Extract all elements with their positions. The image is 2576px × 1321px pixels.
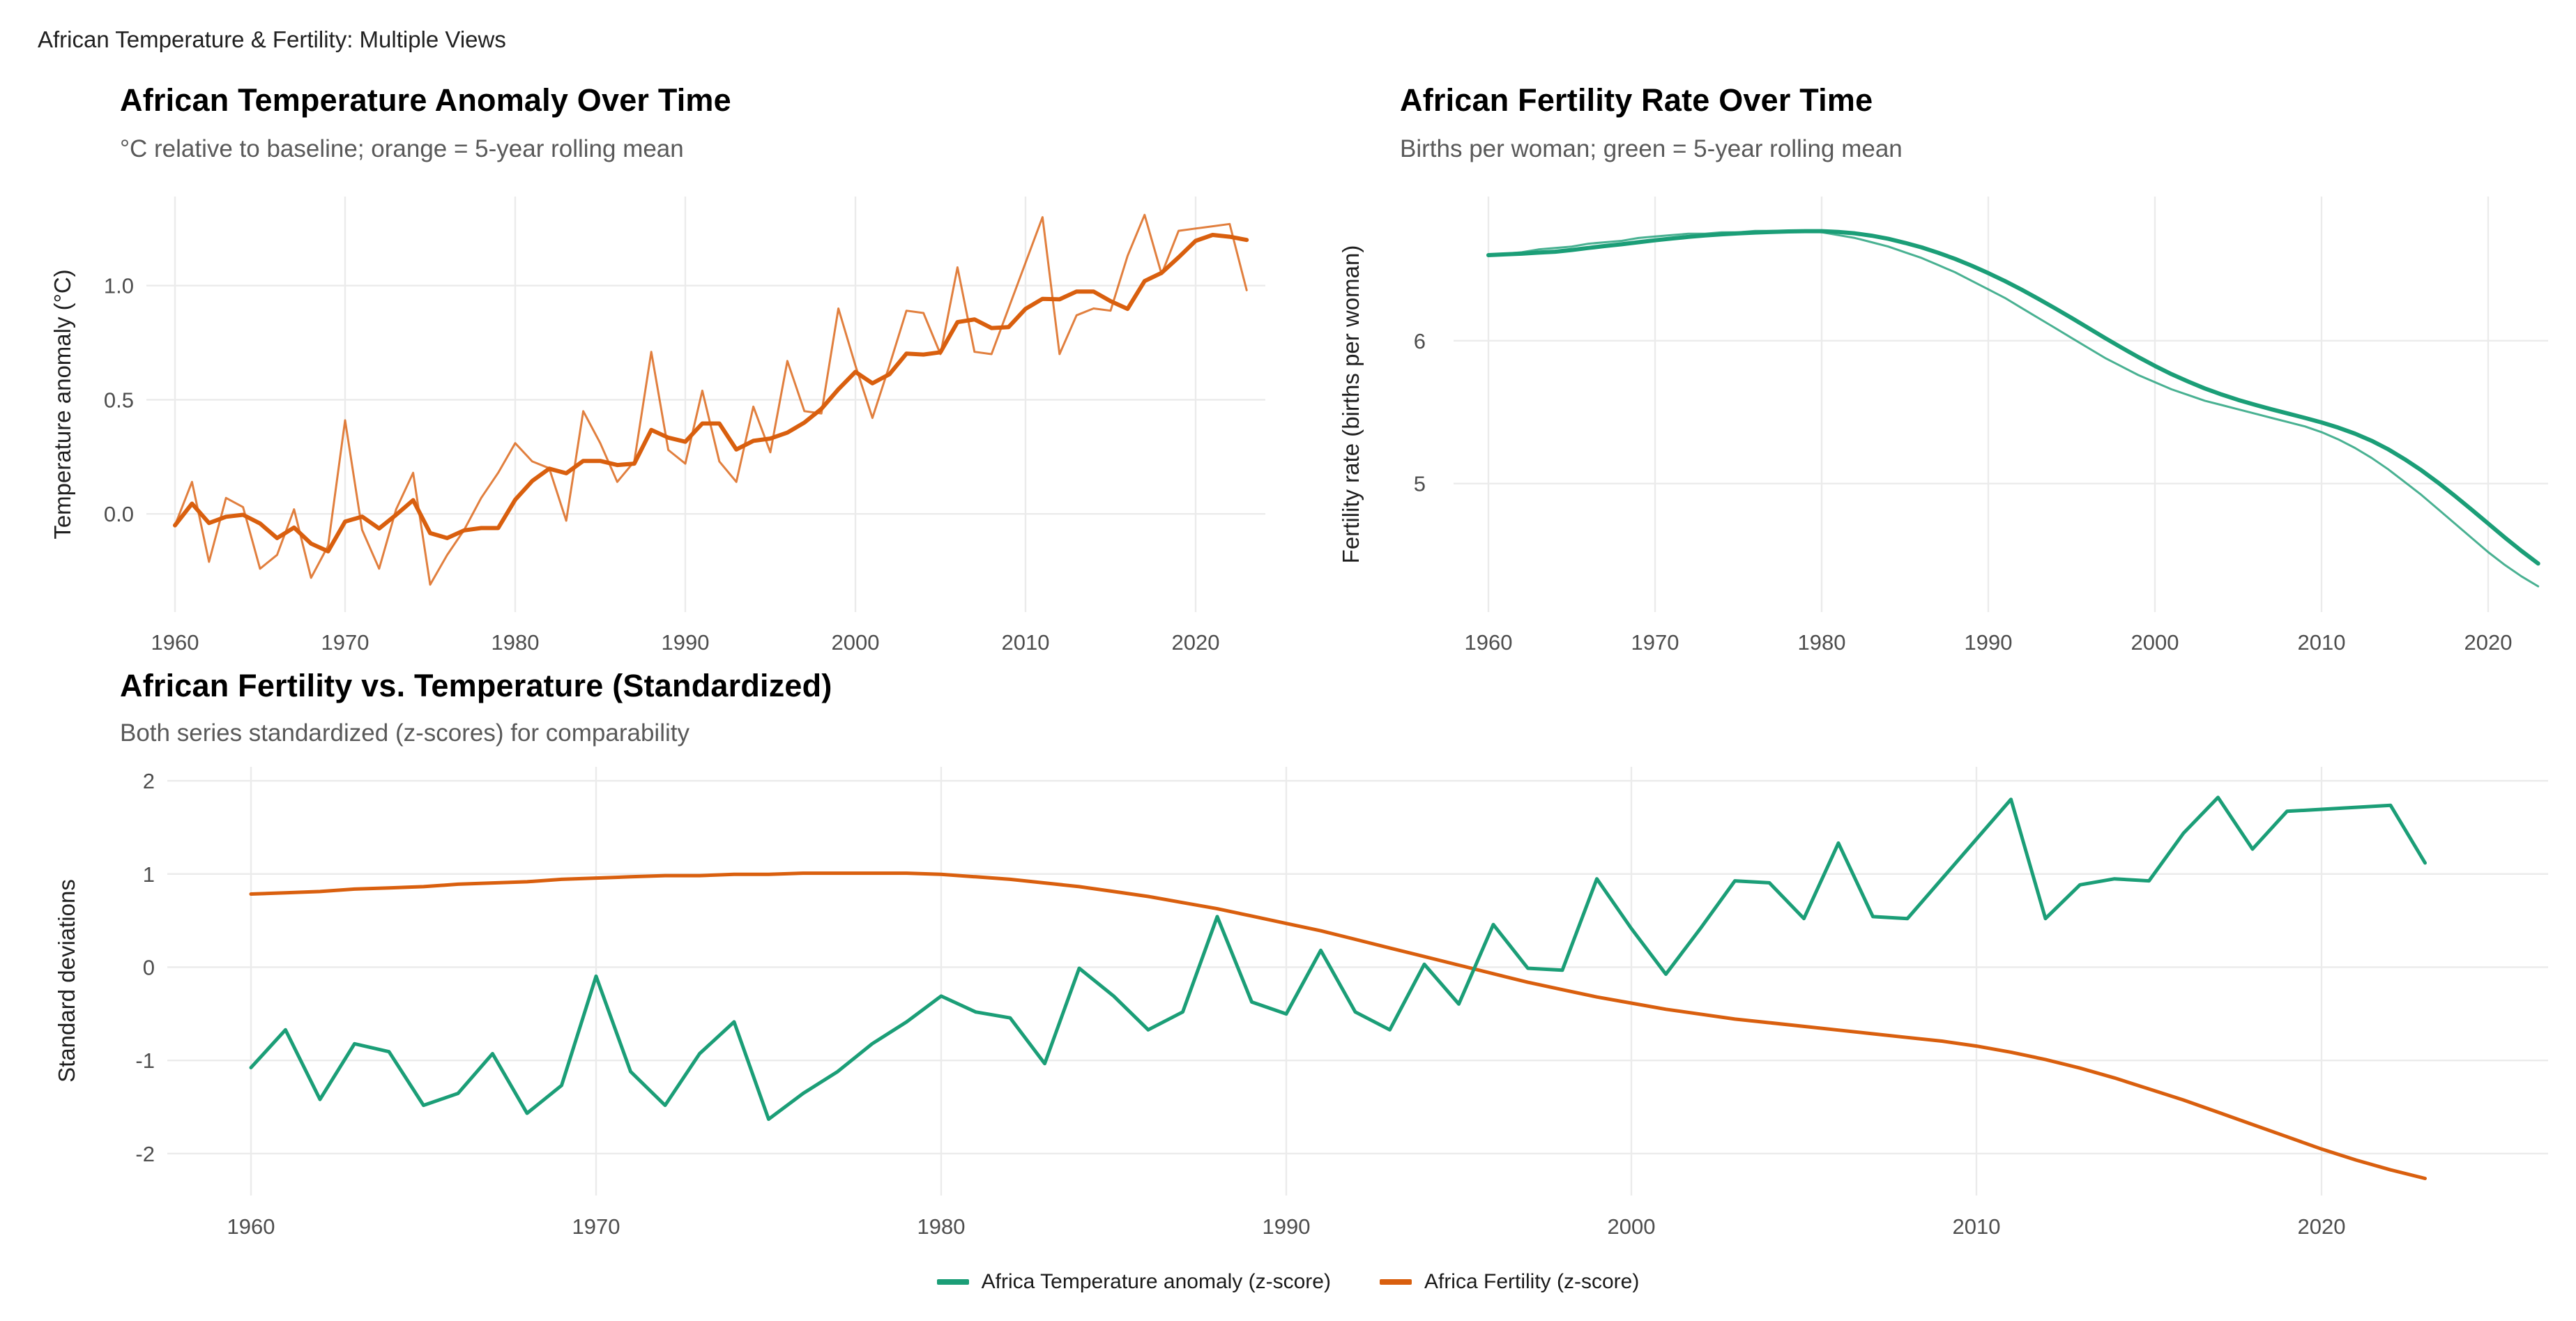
x-tick-label: 2020	[1172, 630, 1220, 655]
y-tick-label: -1	[135, 1048, 155, 1073]
x-tick-label: 2000	[1608, 1214, 1656, 1239]
chart1-subtitle: °C relative to baseline; orange = 5-year…	[120, 135, 684, 162]
chart3-subtitle: Both series standardized (z-scores) for …	[120, 719, 689, 747]
x-tick-label: 1960	[1465, 630, 1513, 655]
legend-label: Africa Temperature anomaly (z-score)	[981, 1270, 1331, 1293]
chart3-title: African Fertility vs. Temperature (Stand…	[120, 668, 832, 703]
y-tick-label: 0.0	[104, 502, 134, 526]
legend: Africa Temperature anomaly (z-score) Afr…	[0, 1270, 2576, 1294]
x-tick-label: 2020	[2298, 1214, 2346, 1239]
series-line-orange	[249, 871, 2427, 1180]
y-tick-label: 1	[143, 862, 155, 887]
x-tick-label: 1960	[227, 1214, 275, 1239]
y-tick-label: 0.5	[104, 388, 134, 412]
y-tick-label: 0	[143, 955, 155, 979]
series-line-orange	[174, 213, 1248, 586]
x-tick-label: 1960	[151, 630, 199, 655]
legend-swatch-green-line	[936, 1279, 969, 1285]
page-title: African Temperature & Fertility: Multipl…	[38, 26, 506, 52]
x-tick-label: 2010	[2298, 630, 2346, 655]
x-tick-label: 2000	[832, 630, 880, 655]
x-tick-label: 1980	[491, 630, 540, 655]
x-tick-label: 2000	[2131, 630, 2179, 655]
x-tick-label: 1990	[662, 630, 710, 655]
y-tick-label: 2	[143, 769, 155, 793]
y-tick-label: -2	[135, 1142, 155, 1166]
x-tick-label: 2010	[1953, 1214, 2001, 1239]
x-tick-label: 1970	[1631, 630, 1679, 655]
chart1-title: African Temperature Anomaly Over Time	[120, 82, 731, 118]
series-line-green	[249, 795, 2427, 1121]
x-tick-label: 1980	[1798, 630, 1846, 655]
x-tick-label: 1990	[1263, 1214, 1311, 1239]
x-tick-label: 1970	[321, 630, 369, 655]
x-tick-label: 1980	[917, 1214, 966, 1239]
legend-swatch-orange-line	[1379, 1279, 1412, 1285]
x-tick-label: 1990	[1965, 630, 2013, 655]
legend-item-fertility-zscore: Africa Fertility (z-score)	[1379, 1270, 1640, 1294]
x-tick-label: 2010	[1002, 630, 1050, 655]
y-tick-label: 5	[1414, 472, 1426, 496]
chart2-subtitle: Births per woman; green = 5-year rolling…	[1400, 135, 1903, 162]
legend-label: Africa Fertility (z-score)	[1424, 1270, 1640, 1293]
x-tick-label: 1970	[572, 1214, 620, 1239]
x-tick-label: 2020	[2464, 630, 2513, 655]
series-line-orange-rolling-mean	[173, 233, 1249, 553]
series-line-green-rolling-mean	[1486, 229, 2540, 566]
y-tick-label: 1.0	[104, 274, 134, 298]
chart2-title: African Fertility Rate Over Time	[1400, 82, 1873, 118]
y-tick-label: 6	[1414, 329, 1426, 353]
legend-item-temperature-zscore: Africa Temperature anomaly (z-score)	[936, 1270, 1331, 1294]
series-line-green	[1487, 229, 2540, 588]
